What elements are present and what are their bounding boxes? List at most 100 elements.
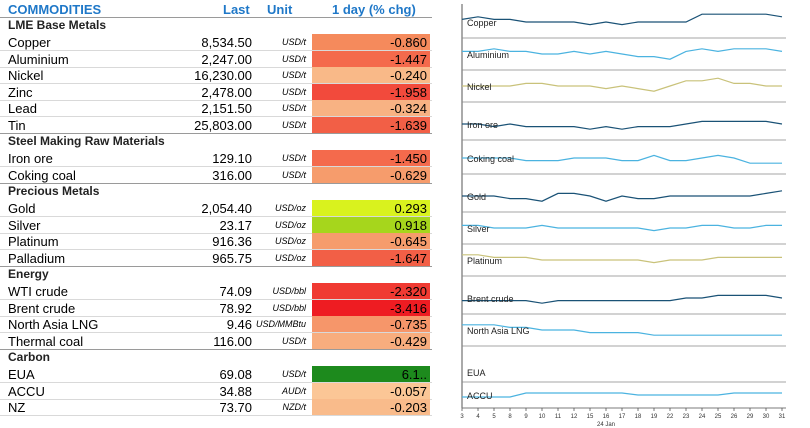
price-unit: USD/t	[281, 335, 306, 346]
sparkline-accu[interactable]: ACCU	[462, 391, 786, 409]
commodities-title: COMMODITIES	[8, 2, 102, 17]
sparkline-series	[462, 254, 782, 264]
last-price: 316.00	[212, 167, 252, 183]
daily-change-cell: -1.639	[312, 116, 430, 133]
daily-change-cell: 0.918	[312, 216, 430, 233]
sparkline-aluminium[interactable]: Aluminium	[462, 48, 786, 71]
price-unit: USD/MMBtu	[255, 319, 306, 329]
unit-column-header[interactable]: Unit	[267, 2, 293, 17]
sparkline-north-asia-lng[interactable]: North Asia LNG	[462, 324, 786, 347]
sparkline-coking-coal[interactable]: Coking coal	[462, 154, 786, 175]
sparkline-series	[462, 154, 782, 164]
table-row[interactable]: Platinum 916.36 USD/oz -0.645	[0, 233, 436, 250]
commodity-name: EUA	[8, 367, 35, 382]
sparkline-brent-crude[interactable]: Brent crude	[462, 294, 786, 315]
table-row[interactable]: Coking coal 316.00 USD/t -0.629	[0, 166, 436, 184]
table-row[interactable]: NZ 73.70 NZD/t -0.203	[0, 399, 436, 416]
last-price: 23.17	[219, 217, 252, 233]
table-row[interactable]: Brent crude 78.92 USD/bbl -3.416	[0, 299, 436, 317]
price-unit: USD/t	[281, 103, 306, 113]
table-row[interactable]: Thermal coal 116.00 USD/t -0.429	[0, 332, 436, 350]
row-divider	[0, 249, 432, 250]
table-row[interactable]: Palladium 965.75 USD/oz -1.647	[0, 249, 436, 267]
last-price: 25,803.00	[194, 117, 252, 133]
price-unit: USD/t	[281, 53, 306, 64]
sparkline-gold[interactable]: Gold	[462, 190, 786, 213]
table-row[interactable]: Iron ore 129.10 USD/t -1.450	[0, 150, 436, 167]
x-axis-sublabel: 24 Jan	[597, 422, 615, 428]
table-row[interactable]: Silver 23.17 USD/oz 0.918	[0, 216, 436, 234]
sparkline-label: Platinum	[467, 256, 502, 266]
table-row[interactable]: Copper 8,534.50 USD/t -0.860	[0, 34, 436, 51]
section-divider	[0, 17, 432, 18]
daily-change-cell: -1.447	[312, 50, 430, 67]
sparkline-silver[interactable]: Silver	[462, 224, 786, 245]
sparkline-series	[462, 190, 783, 202]
last-price: 73.70	[219, 400, 252, 415]
last-price: 916.36	[212, 234, 252, 249]
row-divider	[0, 315, 432, 317]
sparkline-label: Copper	[467, 18, 497, 28]
commodity-name: Zinc	[8, 84, 33, 100]
sparkline-label: Gold	[467, 192, 486, 202]
table-row[interactable]: Tin 25,803.00 USD/t -1.639	[0, 116, 436, 134]
daily-change-cell: -0.429	[312, 332, 430, 349]
daily-change-cell: -1.958	[312, 83, 430, 100]
row-divider	[0, 66, 432, 68]
table-row[interactable]: Zinc 2,478.00 USD/t -1.958	[0, 83, 436, 101]
last-price: 129.10	[212, 151, 252, 166]
x-tick-label: 29	[747, 414, 754, 420]
sparkline-nickel[interactable]: Nickel	[462, 77, 786, 103]
price-unit: USD/oz	[274, 236, 306, 246]
table-row[interactable]: WTI crude 74.09 USD/bbl -2.320	[0, 283, 436, 300]
last-price: 69.08	[219, 367, 252, 382]
sparkline-copper[interactable]: Copper	[461, 13, 786, 39]
last-price: 34.88	[219, 383, 252, 399]
commodity-name: Coking coal	[8, 167, 76, 183]
commodity-name: NZ	[8, 400, 26, 415]
x-tick-label: 24	[699, 414, 706, 420]
table-row[interactable]: Aluminium 2,247.00 USD/t -1.447	[0, 50, 436, 68]
x-tick-label: 30	[763, 414, 770, 420]
sparkline-eua[interactable]: EUA	[462, 368, 786, 383]
sparkline-label: Iron ore	[467, 120, 498, 130]
row-divider	[0, 415, 432, 416]
table-row[interactable]: EUA 69.08 USD/t 6.1..	[0, 366, 436, 383]
x-tick-label: 11	[555, 414, 562, 420]
table-row[interactable]: Gold 2,054.40 USD/oz 0.293	[0, 200, 436, 217]
price-unit: USD/t	[281, 369, 306, 379]
table-row[interactable]: ACCU 34.88 AUD/t -0.057	[0, 382, 436, 400]
commodity-name: Brent crude	[8, 300, 76, 316]
sparkline-iron-ore[interactable]: Iron ore	[462, 120, 786, 141]
sparkline-series	[462, 224, 782, 232]
last-price: 74.09	[219, 284, 252, 299]
row-divider	[0, 232, 432, 234]
sparkline-series	[462, 48, 783, 60]
x-tick-label: 26	[731, 414, 738, 420]
daily-change-cell: -0.203	[312, 399, 430, 415]
sparkline-platinum[interactable]: Platinum	[462, 254, 786, 277]
table-row[interactable]: Lead 2,151.50 USD/t -0.324	[0, 100, 436, 117]
table-row[interactable]: Nickel 16,230.00 USD/t -0.240	[0, 67, 436, 84]
row-divider	[0, 166, 432, 167]
change-column-header[interactable]: 1 day (% chg)	[332, 2, 416, 17]
commodity-name: North Asia LNG	[8, 317, 99, 332]
last-column-header[interactable]: Last	[223, 2, 250, 17]
sparkline-label: Aluminium	[467, 50, 509, 60]
last-price: 78.92	[219, 300, 252, 316]
daily-change-cell: -1.647	[312, 249, 430, 266]
x-tick-label: 23	[683, 414, 690, 420]
x-tick-label: 18	[635, 414, 642, 420]
commodity-name: WTI crude	[8, 284, 68, 299]
last-price: 9.46	[226, 317, 252, 332]
row-divider	[0, 50, 432, 51]
x-tick-label: 22	[667, 414, 674, 420]
section-title: Steel Making Raw Materials	[8, 134, 165, 148]
daily-change-cell: 6.1..	[312, 366, 430, 382]
section-divider	[0, 349, 432, 350]
table-row[interactable]: North Asia LNG 9.46 USD/MMBtu -0.735	[0, 316, 436, 333]
section-divider	[0, 133, 432, 134]
row-divider	[0, 299, 432, 300]
price-unit: NZD/t	[282, 402, 307, 412]
daily-change-cell: -3.416	[312, 299, 430, 316]
